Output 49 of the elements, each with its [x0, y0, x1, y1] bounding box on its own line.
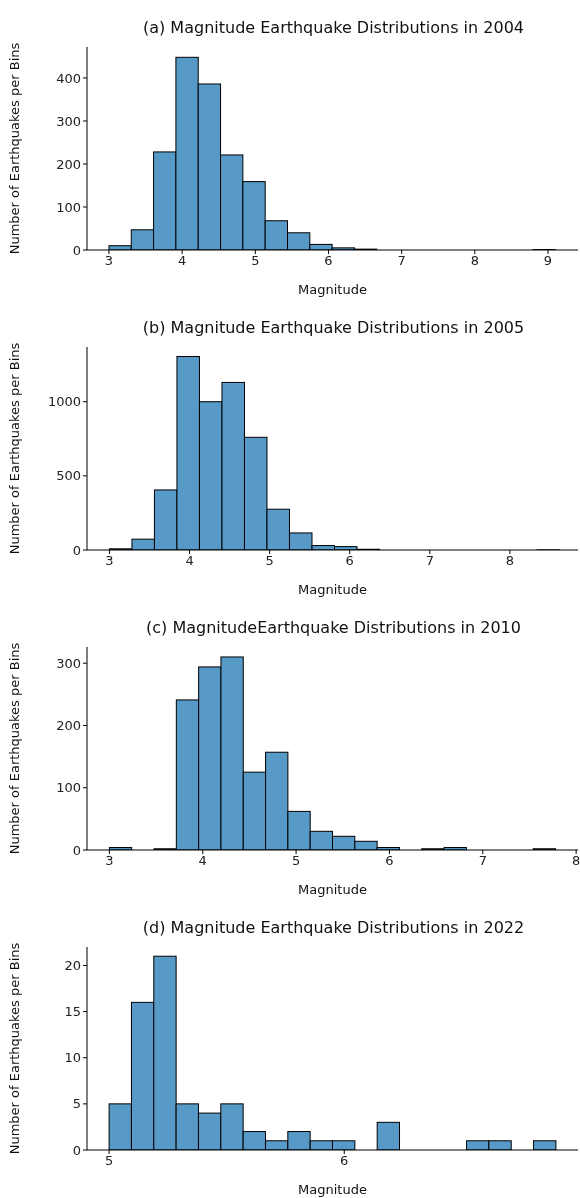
x-tick-label: 8: [470, 253, 479, 269]
x-tick-label: 3: [105, 853, 114, 869]
y-axis-title: Number of Earthquakes per Bins: [6, 642, 22, 855]
chart-title: (c) MagnitudeEarthquake Distributions in 2010: [145, 618, 522, 637]
y-tick-label: 300: [56, 113, 81, 129]
x-tick-label: 6: [385, 853, 394, 869]
y-tick-label: 100: [56, 780, 81, 796]
x-tick-label: 7: [397, 253, 406, 269]
x-tick-label: 4: [177, 253, 187, 269]
y-axis-title: Number of Earthquakes per Bins: [6, 342, 22, 555]
y-tick-label: 0: [72, 1142, 81, 1158]
x-tick-label: 7: [478, 853, 487, 869]
y-tick-label: 1000: [47, 394, 81, 410]
chart-title: (a) Magnitude Earthquake Distributions in 2004: [142, 18, 525, 37]
x-tick-label: 5: [291, 853, 301, 869]
x-axis-title: Magnitude: [298, 882, 367, 897]
x-tick-label: 3: [104, 253, 114, 269]
y-tick-label: 15: [64, 1004, 81, 1020]
x-axis-title: Magnitude: [298, 582, 367, 597]
y-tick-label: 10: [64, 1050, 81, 1066]
x-tick-label: 6: [340, 1153, 349, 1169]
x-tick-label: 7: [425, 553, 434, 569]
y-tick-label: 20: [64, 958, 81, 974]
y-tick-label: 200: [56, 718, 81, 734]
y-tick-label: 500: [56, 468, 81, 484]
x-tick-label: 5: [251, 253, 260, 269]
chart-title: (b) Magnitude Earthquake Distributions in 2005: [141, 318, 526, 337]
x-tick-label: 4: [198, 853, 207, 869]
x-tick-label: 5: [265, 553, 274, 569]
y-axis-title: Number of Earthquakes per Bins: [6, 42, 22, 255]
y-tick-label: 200: [56, 156, 81, 172]
chart-title: (d) Magnitude Earthquake Distributions in 2022: [141, 918, 526, 937]
x-axis-title: Magnitude: [298, 1182, 367, 1197]
y-tick-label: 5: [72, 1096, 81, 1112]
x-tick-label: 4: [185, 553, 194, 569]
y-tick-label: 100: [56, 199, 81, 215]
x-tick-label: 8: [571, 853, 580, 869]
x-tick-label: 6: [324, 253, 333, 269]
y-tick-label: 0: [72, 242, 81, 258]
x-tick-label: 3: [105, 553, 114, 569]
y-tick-label: 0: [72, 842, 81, 858]
y-tick-label: 400: [56, 70, 81, 86]
x-tick-label: 6: [345, 553, 354, 569]
x-axis-title: Magnitude: [298, 282, 367, 297]
y-axis-title: Number of Earthquakes per Bins: [6, 942, 22, 1155]
y-tick-label: 300: [56, 655, 81, 671]
x-tick-label: 8: [505, 553, 515, 569]
x-tick-label: 9: [543, 253, 553, 269]
y-tick-label: 0: [72, 542, 81, 558]
